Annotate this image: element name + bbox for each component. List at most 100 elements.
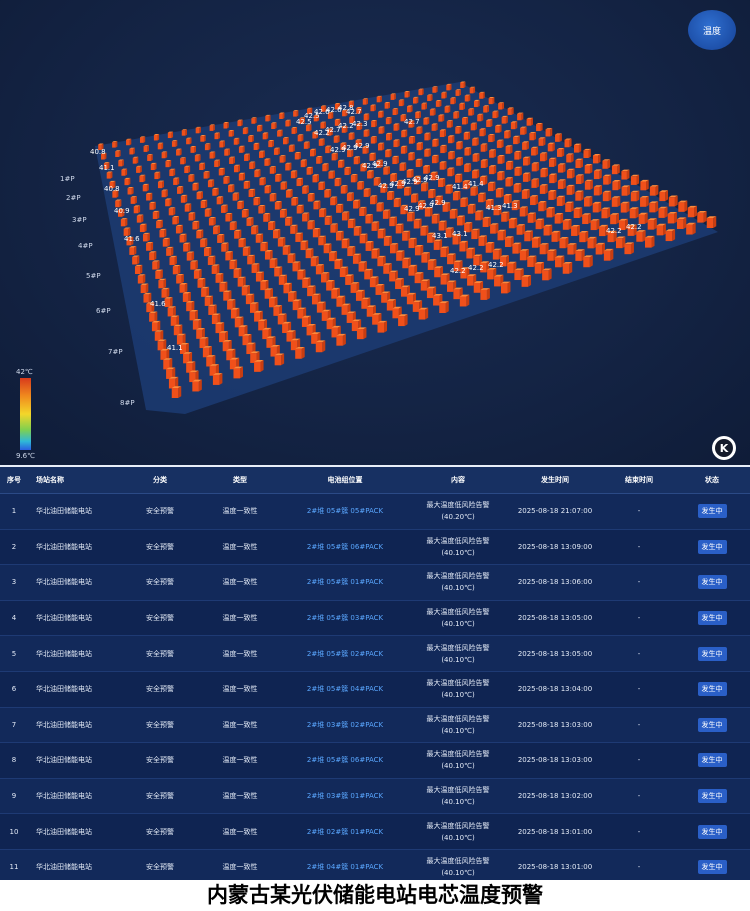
battery-cell[interactable]: [450, 97, 456, 105]
battery-cell[interactable]: [208, 216, 216, 226]
battery-cell[interactable]: [139, 223, 147, 233]
battery-cell[interactable]: [497, 155, 505, 164]
battery-cell[interactable]: [115, 199, 122, 208]
battery-cell[interactable]: [200, 199, 208, 208]
battery-cell[interactable]: [592, 154, 601, 164]
battery-cell[interactable]: [168, 376, 179, 389]
battery-cell[interactable]: [630, 190, 640, 202]
battery-cell[interactable]: [508, 217, 518, 229]
battery-cell[interactable]: [526, 117, 533, 126]
battery-cell[interactable]: [253, 196, 261, 206]
battery-cell[interactable]: [514, 150, 522, 160]
battery-cell[interactable]: [129, 246, 137, 255]
battery-cell[interactable]: [223, 290, 232, 301]
battery-cell[interactable]: [530, 195, 539, 206]
battery-cell[interactable]: [540, 152, 548, 162]
battery-cell[interactable]: [285, 162, 292, 171]
battery-cell[interactable]: [463, 131, 471, 140]
battery-cell[interactable]: [392, 155, 399, 165]
battery-cell[interactable]: [254, 310, 263, 322]
battery-cell[interactable]: [123, 227, 131, 236]
battery-cell[interactable]: [241, 285, 250, 296]
battery-cell[interactable]: [590, 219, 600, 231]
battery-cell[interactable]: [192, 182, 199, 191]
battery-cell[interactable]: [687, 205, 697, 218]
battery-cell[interactable]: [460, 267, 470, 279]
battery-cell[interactable]: [495, 124, 502, 133]
battery-cell[interactable]: [456, 141, 463, 150]
battery-cell[interactable]: [186, 251, 195, 261]
battery-cell[interactable]: [241, 208, 249, 218]
battery-cell[interactable]: [315, 264, 325, 275]
battery-cell[interactable]: [309, 148, 317, 157]
battery-cell[interactable]: [414, 244, 424, 256]
battery-cell[interactable]: [334, 118, 341, 126]
battery-cell[interactable]: [221, 242, 229, 252]
battery-cell[interactable]: [183, 242, 191, 252]
battery-cell[interactable]: [269, 258, 278, 269]
battery-cell[interactable]: [602, 190, 612, 202]
battery-cell[interactable]: [573, 207, 583, 219]
battery-cell[interactable]: [203, 171, 210, 179]
battery-cell[interactable]: [147, 154, 153, 161]
battery-cell[interactable]: [214, 159, 221, 167]
battery-cell[interactable]: [505, 145, 513, 154]
battery-cell[interactable]: [120, 218, 128, 227]
battery-cell[interactable]: [665, 229, 676, 242]
battery-cell[interactable]: [382, 209, 391, 219]
battery-cell[interactable]: [153, 133, 160, 141]
battery-cell[interactable]: [160, 348, 170, 360]
battery-cell[interactable]: [371, 119, 377, 128]
battery-cell[interactable]: [237, 119, 243, 127]
battery-cell[interactable]: [557, 163, 566, 173]
battery-cell[interactable]: [340, 142, 347, 150]
battery-cell[interactable]: [320, 105, 327, 112]
battery-cell[interactable]: [470, 186, 478, 196]
battery-cell[interactable]: [137, 274, 146, 284]
battery-cell[interactable]: [438, 178, 446, 188]
battery-cell[interactable]: [202, 346, 212, 358]
battery-cell[interactable]: [258, 204, 266, 214]
battery-cell[interactable]: [504, 130, 511, 139]
battery-cell[interactable]: [177, 186, 184, 194]
battery-cell[interactable]: [215, 273, 224, 283]
battery-cell[interactable]: [162, 237, 170, 247]
battery-cell[interactable]: [566, 153, 574, 163]
battery-cell[interactable]: [333, 135, 340, 143]
battery-cell[interactable]: [269, 166, 276, 174]
battery-cell[interactable]: [265, 114, 271, 122]
battery-cell[interactable]: [292, 261, 301, 272]
battery-cell[interactable]: [593, 185, 603, 196]
battery-cell[interactable]: [203, 247, 212, 257]
battery-cell[interactable]: [404, 186, 412, 196]
battery-cell[interactable]: [297, 134, 304, 142]
battery-cell[interactable]: [327, 112, 334, 119]
status-badge[interactable]: 发生中: [697, 575, 727, 590]
battery-cell[interactable]: [318, 181, 326, 190]
battery-cell[interactable]: [277, 313, 287, 325]
battery-cell[interactable]: [584, 163, 593, 174]
battery-cell[interactable]: [288, 144, 295, 152]
battery-cell[interactable]: [460, 197, 469, 208]
table-row[interactable]: 2 华北油田储能电站 安全预警 温度一致性 2#堆 05#簇 06#PACK 最大温度低风…: [0, 530, 750, 566]
battery-cell[interactable]: [224, 148, 230, 156]
battery-cell[interactable]: [233, 366, 243, 379]
battery-cell[interactable]: [524, 230, 533, 242]
battery-cell[interactable]: [229, 156, 235, 164]
cell-location-link[interactable]: 2#堆 03#簇 01#PACK: [306, 792, 384, 801]
battery-cell[interactable]: [278, 274, 288, 285]
battery-cell[interactable]: [439, 161, 447, 170]
battery-cell[interactable]: [548, 157, 557, 167]
battery-cell[interactable]: [370, 195, 378, 205]
battery-cell[interactable]: [146, 242, 154, 251]
battery-cell[interactable]: [246, 342, 256, 355]
table-row[interactable]: 4 华北油田储能电站 安全预警 温度一致性 2#堆 05#簇 03#PACK 最大温度低风…: [0, 601, 750, 637]
battery-cell[interactable]: [157, 339, 167, 351]
battery-cell[interactable]: [121, 168, 128, 176]
battery-cell[interactable]: [618, 218, 628, 231]
battery-cell[interactable]: [412, 96, 419, 104]
table-row[interactable]: 9 华北油田储能电站 安全预警 温度一致性 2#堆 03#簇 01#PACK 最大温度低风…: [0, 778, 750, 815]
battery-cell[interactable]: [199, 162, 206, 171]
battery-cell[interactable]: [296, 204, 304, 214]
battery-cell[interactable]: [521, 275, 532, 287]
